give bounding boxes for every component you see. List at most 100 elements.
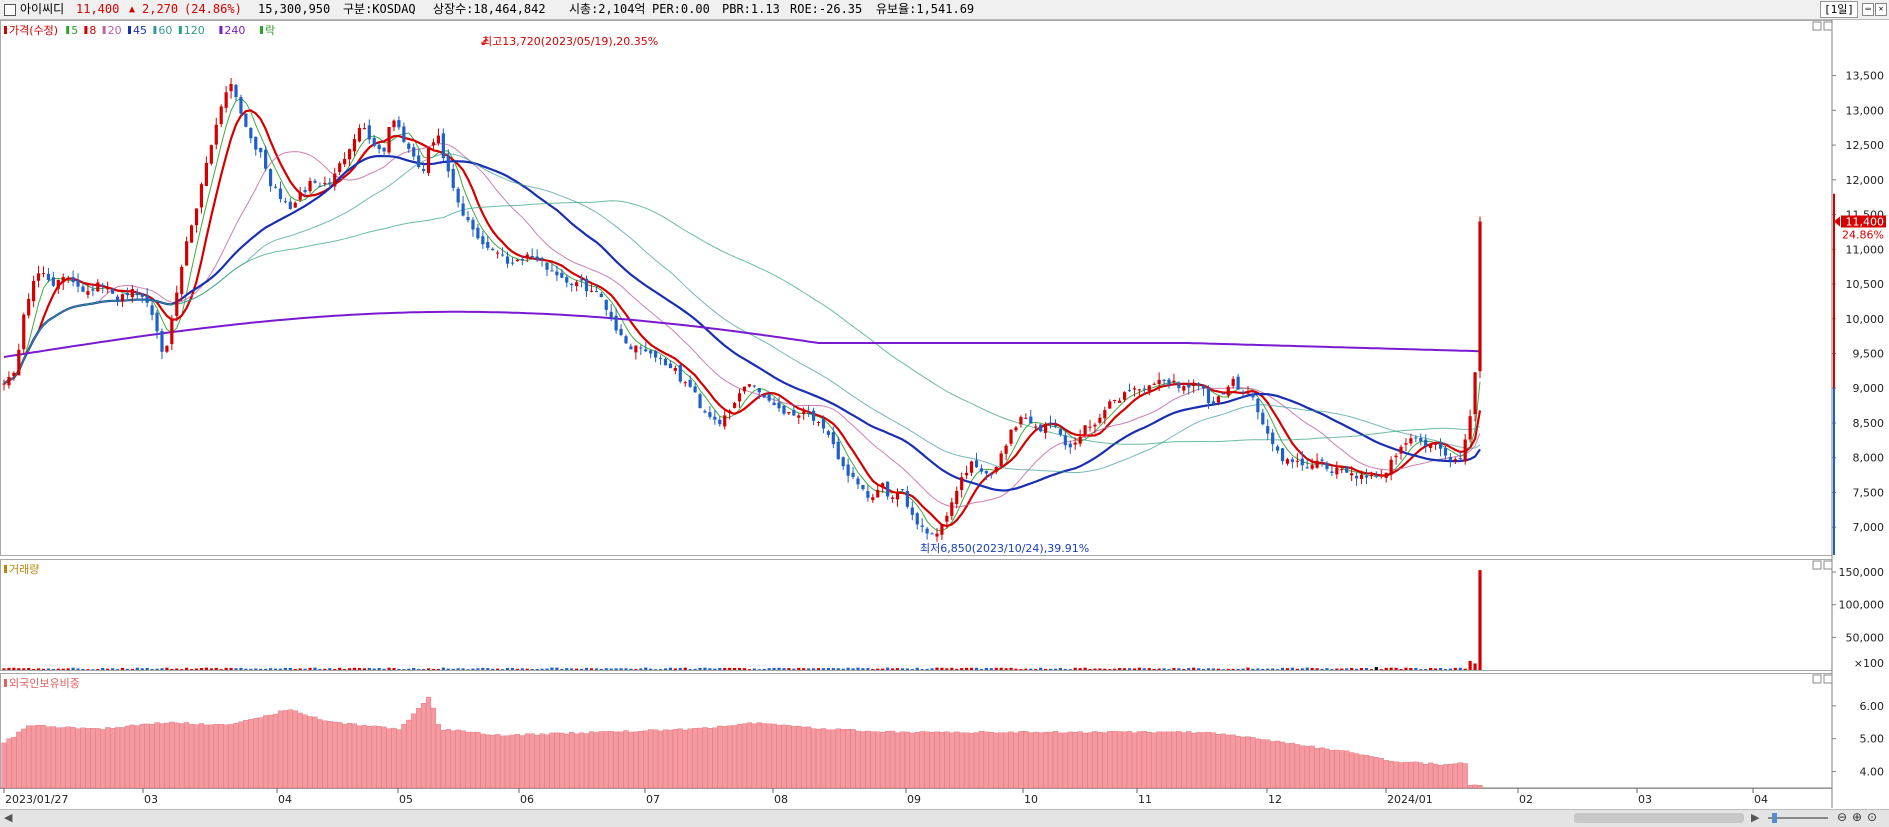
volume-bar bbox=[1300, 668, 1304, 670]
candle-body bbox=[1389, 459, 1393, 475]
foreign-bar bbox=[386, 728, 392, 789]
volume-bar bbox=[589, 668, 594, 670]
candle-body bbox=[1276, 446, 1280, 451]
volume-bar bbox=[1443, 669, 1448, 670]
zoom-slider-knob[interactable] bbox=[1772, 813, 1777, 823]
zoom-reset-icon[interactable]: ⊙ bbox=[1867, 810, 1878, 824]
volume-bar bbox=[412, 667, 416, 670]
price-y-tick-label: 10,000 bbox=[1846, 313, 1885, 326]
stock-name[interactable]: 아이씨디 bbox=[20, 2, 65, 16]
foreign-bar bbox=[1151, 732, 1157, 789]
foreign-bar bbox=[791, 726, 797, 789]
candle-body bbox=[461, 203, 465, 216]
volume-bar bbox=[175, 668, 179, 670]
foreign-bar bbox=[1314, 748, 1320, 789]
volume-bar bbox=[150, 669, 154, 670]
foreign-bar bbox=[272, 713, 279, 789]
volume-bar bbox=[1024, 668, 1028, 670]
volume-bar bbox=[1113, 668, 1117, 670]
candle-body bbox=[1256, 398, 1260, 413]
volume-bar bbox=[737, 667, 742, 670]
volume-bar bbox=[1236, 668, 1240, 670]
foreign-bar bbox=[297, 712, 303, 789]
close-icon[interactable]: ✕ bbox=[1875, 3, 1887, 16]
per-value: PER:0.00 bbox=[652, 2, 710, 16]
candle-body bbox=[935, 533, 939, 537]
stock-chart[interactable]: 13,50013,00012,50012,00011,50011,00010,5… bbox=[0, 0, 1889, 809]
foreign-bar bbox=[1097, 732, 1103, 789]
volume-bar bbox=[71, 667, 75, 670]
candle-body bbox=[185, 241, 189, 266]
foreign-bar bbox=[1141, 731, 1147, 789]
foreign-bar bbox=[830, 729, 836, 789]
volume-bar bbox=[979, 669, 984, 670]
candle-body bbox=[323, 182, 327, 184]
foreign-bar bbox=[287, 709, 293, 789]
candle-body bbox=[1409, 438, 1413, 444]
foreign-bar bbox=[258, 717, 264, 789]
scroll-left-icon[interactable]: ◀ bbox=[4, 811, 13, 824]
volume-bar bbox=[811, 668, 816, 670]
volume-bar bbox=[876, 668, 880, 670]
foreign-bar bbox=[490, 734, 496, 789]
price-y-tick-label: 13,500 bbox=[1846, 70, 1885, 83]
zoom-out-icon[interactable]: ⊖ bbox=[1837, 810, 1848, 824]
volume-bar bbox=[1034, 668, 1038, 670]
x-tick-label: 08 bbox=[774, 793, 788, 806]
foreign-bar bbox=[208, 724, 214, 789]
foreign-bar bbox=[1363, 754, 1370, 789]
foreign-bar bbox=[988, 732, 994, 789]
x-tick-label: 04 bbox=[1754, 793, 1768, 806]
period-selector[interactable]: [1일] bbox=[1820, 1, 1858, 18]
foreign-bar bbox=[1003, 732, 1009, 789]
foreign-bar bbox=[119, 727, 126, 789]
foreign-bar bbox=[667, 729, 674, 789]
window-checkbox[interactable] bbox=[4, 4, 16, 16]
foreign-bar bbox=[973, 732, 980, 789]
legend-swatch bbox=[178, 26, 182, 34]
volume-bar bbox=[871, 669, 875, 670]
candle-body bbox=[1359, 474, 1364, 479]
foreign-bar bbox=[776, 724, 782, 789]
foreign-bar bbox=[1260, 739, 1266, 789]
foreign-bar bbox=[267, 714, 274, 789]
foreign-bar bbox=[430, 707, 437, 789]
volume-bar bbox=[866, 668, 870, 670]
foreign-bar bbox=[70, 727, 76, 789]
horizontal-scrollbar[interactable]: ◀ ▶ ⊖ ⊕ ⊙ bbox=[0, 809, 1889, 827]
candle-body bbox=[441, 133, 445, 159]
volume-bar bbox=[441, 667, 445, 670]
candle-body bbox=[293, 202, 297, 208]
foreign-bar bbox=[702, 727, 708, 789]
candle-body bbox=[1453, 459, 1457, 461]
scroll-thumb[interactable] bbox=[1574, 813, 1744, 823]
scroll-right-icon[interactable]: ▶ bbox=[1751, 811, 1760, 824]
minimize-icon[interactable]: ▭ bbox=[1862, 3, 1874, 16]
volume-bar bbox=[1325, 668, 1329, 670]
foreign-bar bbox=[796, 725, 802, 789]
candle-body bbox=[1330, 471, 1334, 473]
candle-body bbox=[362, 128, 366, 130]
candle-body bbox=[688, 379, 692, 387]
foreign-bar bbox=[475, 731, 481, 789]
candle-body bbox=[550, 270, 554, 272]
foreign-bar bbox=[1092, 731, 1098, 789]
candle-body bbox=[328, 182, 332, 185]
foreign-bar bbox=[978, 730, 985, 789]
foreign-bar bbox=[1284, 743, 1291, 789]
volume-bar bbox=[372, 668, 376, 670]
zoom-slider-track[interactable] bbox=[1768, 817, 1828, 819]
foreign-bar bbox=[727, 725, 733, 789]
foreign-bar bbox=[342, 723, 348, 789]
foreign-bar bbox=[1358, 754, 1365, 789]
candle-body bbox=[91, 289, 95, 291]
zoom-in-icon[interactable]: ⊕ bbox=[1852, 810, 1863, 824]
candle-body bbox=[145, 295, 149, 303]
volume-bar bbox=[831, 668, 835, 670]
volume-bar bbox=[1201, 668, 1206, 670]
pbr-value: PBR:1.13 bbox=[722, 2, 780, 16]
foreign-bar bbox=[662, 729, 669, 789]
foreign-bar bbox=[504, 735, 511, 789]
foreign-bar bbox=[396, 729, 402, 789]
foreign-bar bbox=[406, 719, 412, 789]
